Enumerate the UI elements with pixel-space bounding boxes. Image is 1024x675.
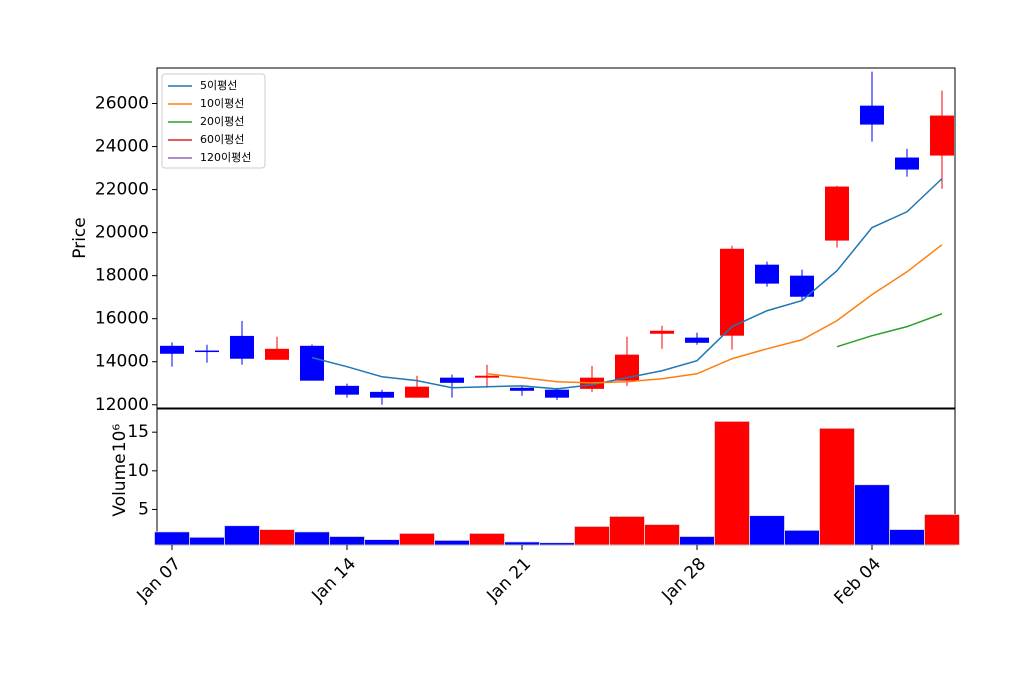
candle-body [230, 335, 254, 359]
candle-body [545, 389, 569, 398]
volume-bar [854, 484, 890, 546]
y-tick-label: 5 [138, 499, 149, 519]
volume-bar [924, 514, 960, 546]
legend-label: 10이평선 [200, 97, 244, 110]
candle-body [895, 157, 919, 170]
y-tick-label: 15 [127, 422, 149, 442]
y-tick-label: 26000 [95, 94, 149, 114]
candle-body [265, 348, 289, 360]
candle-body [160, 345, 184, 354]
candle-body [650, 330, 674, 334]
legend-box [161, 73, 266, 169]
volume-bar [644, 524, 680, 546]
candle-body [405, 386, 429, 398]
volume-bar [189, 536, 225, 546]
volume-offset: 10⁶ [110, 424, 130, 453]
y-tick-label: 16000 [95, 309, 149, 329]
ma-line [486, 244, 943, 384]
candle-body [825, 186, 849, 241]
candle-body [475, 375, 499, 378]
legend-label: 120이평선 [200, 151, 251, 164]
y-tick-label: 20000 [95, 223, 149, 243]
volume-bar [469, 533, 505, 546]
legend-label: 60이평선 [200, 133, 244, 146]
x-tick-label: Feb 04 [831, 554, 886, 609]
volume-bar [749, 515, 785, 546]
candle-body [755, 264, 779, 284]
price-frame [156, 67, 956, 409]
volume-bar [679, 536, 715, 546]
candle-body [195, 350, 219, 353]
volume-bar [399, 533, 435, 546]
candle-body [860, 105, 884, 125]
ma-line [836, 313, 943, 348]
x-tick-label: Jan 07 [133, 554, 186, 607]
candle-body [440, 377, 464, 383]
ma-line [311, 178, 943, 390]
y-tick-label: 22000 [95, 180, 149, 200]
x-tick-label: Jan 28 [658, 554, 711, 607]
volume-bar [784, 529, 820, 546]
volume-bar [539, 542, 575, 546]
volume-bar [364, 539, 400, 546]
volume-bar [224, 525, 260, 546]
candle-body [720, 248, 744, 336]
x-tick-label: Jan 14 [308, 554, 361, 607]
x-tick-label: Jan 21 [483, 554, 536, 607]
legend-label: 20이평선 [200, 115, 244, 128]
y-tick-label: 10 [127, 461, 149, 481]
volume-bar [819, 427, 855, 546]
legend-label: 5이평선 [200, 79, 237, 92]
volume-bar [154, 531, 190, 546]
volume-bar [889, 529, 925, 546]
y-tick-label: 12000 [95, 395, 149, 415]
volume-bar [574, 526, 610, 546]
candle-body [790, 275, 814, 297]
y-tick-label: 18000 [95, 266, 149, 286]
volume-bar [714, 420, 750, 546]
y-tick-label: 24000 [95, 137, 149, 157]
volume-bar [259, 529, 295, 546]
volume-bar [329, 536, 365, 546]
candle-body [510, 387, 534, 391]
candle-body [370, 391, 394, 398]
volume-bar [294, 531, 330, 546]
candle-body [335, 385, 359, 395]
candle-body [930, 115, 954, 156]
volume-bar [609, 516, 645, 546]
volume-bar [504, 541, 540, 546]
candle-body [685, 337, 709, 343]
price-axis-label: Price [70, 217, 90, 258]
volume-bar [434, 539, 470, 546]
candle-body [300, 345, 324, 381]
y-tick-label: 14000 [95, 352, 149, 372]
volume-axis-label: Volume [110, 453, 130, 516]
